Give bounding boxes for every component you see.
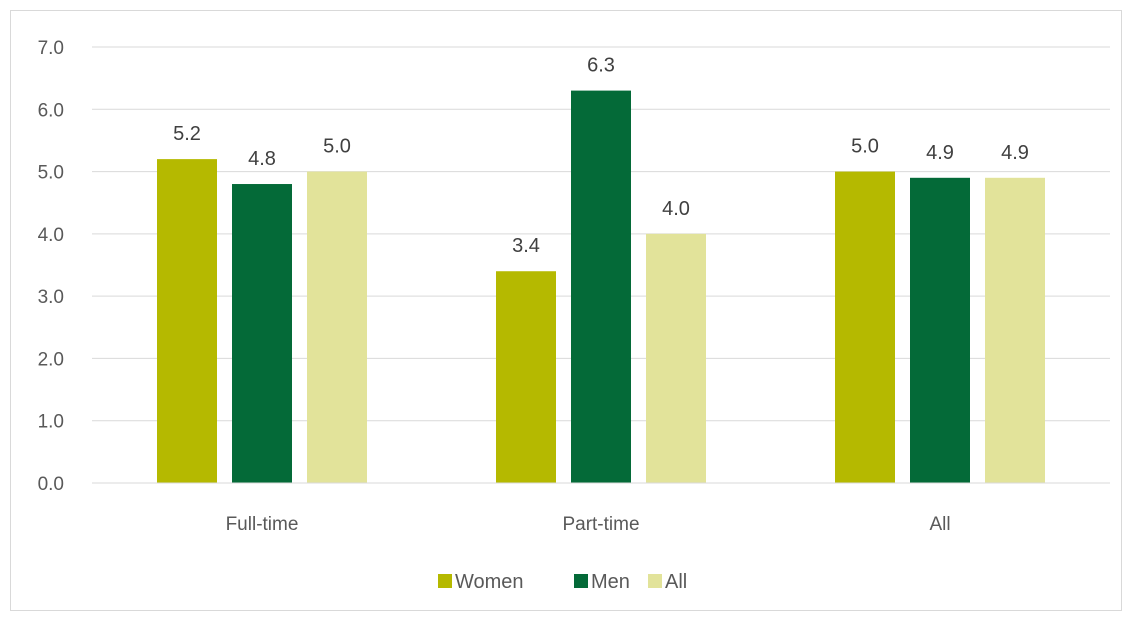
y-tick-label: 3.0 bbox=[38, 287, 64, 308]
bars bbox=[157, 90, 1045, 484]
y-tick-label: 4.0 bbox=[38, 225, 64, 246]
bar-men-full-time bbox=[232, 184, 292, 483]
legend-swatch-all bbox=[648, 574, 662, 588]
bar-all-full-time bbox=[307, 171, 367, 484]
y-tick-label: 2.0 bbox=[38, 349, 64, 370]
bar-all-part-time bbox=[646, 233, 706, 483]
bar-men-all bbox=[910, 177, 970, 484]
y-tick-label: 1.0 bbox=[38, 412, 64, 433]
data-label: 5.0 bbox=[851, 136, 879, 158]
x-tick-label: All bbox=[929, 514, 950, 535]
data-label: 6.3 bbox=[587, 55, 615, 77]
x-axis: Full-time Part-time All bbox=[92, 482, 1110, 535]
legend: Women Men All bbox=[438, 571, 687, 593]
x-tick-label: Full-time bbox=[226, 514, 299, 535]
y-tick-label: 5.0 bbox=[38, 163, 64, 184]
y-tick-label: 6.0 bbox=[38, 100, 64, 121]
bar-women-all bbox=[835, 171, 895, 484]
y-tick-label: 0.0 bbox=[38, 474, 64, 495]
data-label: 4.8 bbox=[248, 148, 276, 170]
bar-men-part-time bbox=[571, 90, 631, 483]
y-axis: 0.0 1.0 2.0 3.0 4.0 5.0 6.0 7.0 bbox=[38, 38, 64, 495]
data-label: 4.9 bbox=[926, 142, 954, 164]
data-labels: 5.2 4.8 5.0 3.4 6.3 4.0 5.0 4.9 4.9 bbox=[173, 55, 1029, 258]
legend-label-men: Men bbox=[591, 571, 630, 593]
data-label: 4.9 bbox=[1001, 142, 1029, 164]
legend-label-women: Women bbox=[455, 571, 524, 593]
data-label: 4.0 bbox=[662, 198, 690, 220]
legend-label-all: All bbox=[665, 571, 687, 593]
bar-women-full-time bbox=[157, 159, 217, 483]
y-tick-label: 7.0 bbox=[38, 38, 64, 59]
bar-women-part-time bbox=[496, 271, 556, 483]
x-tick-label: Part-time bbox=[562, 514, 639, 535]
bar-all-all bbox=[985, 177, 1045, 484]
legend-swatch-women bbox=[438, 574, 452, 588]
data-label: 3.4 bbox=[512, 235, 540, 257]
legend-swatch-men bbox=[574, 574, 588, 588]
data-label: 5.2 bbox=[173, 123, 201, 145]
data-label: 5.0 bbox=[323, 136, 351, 158]
